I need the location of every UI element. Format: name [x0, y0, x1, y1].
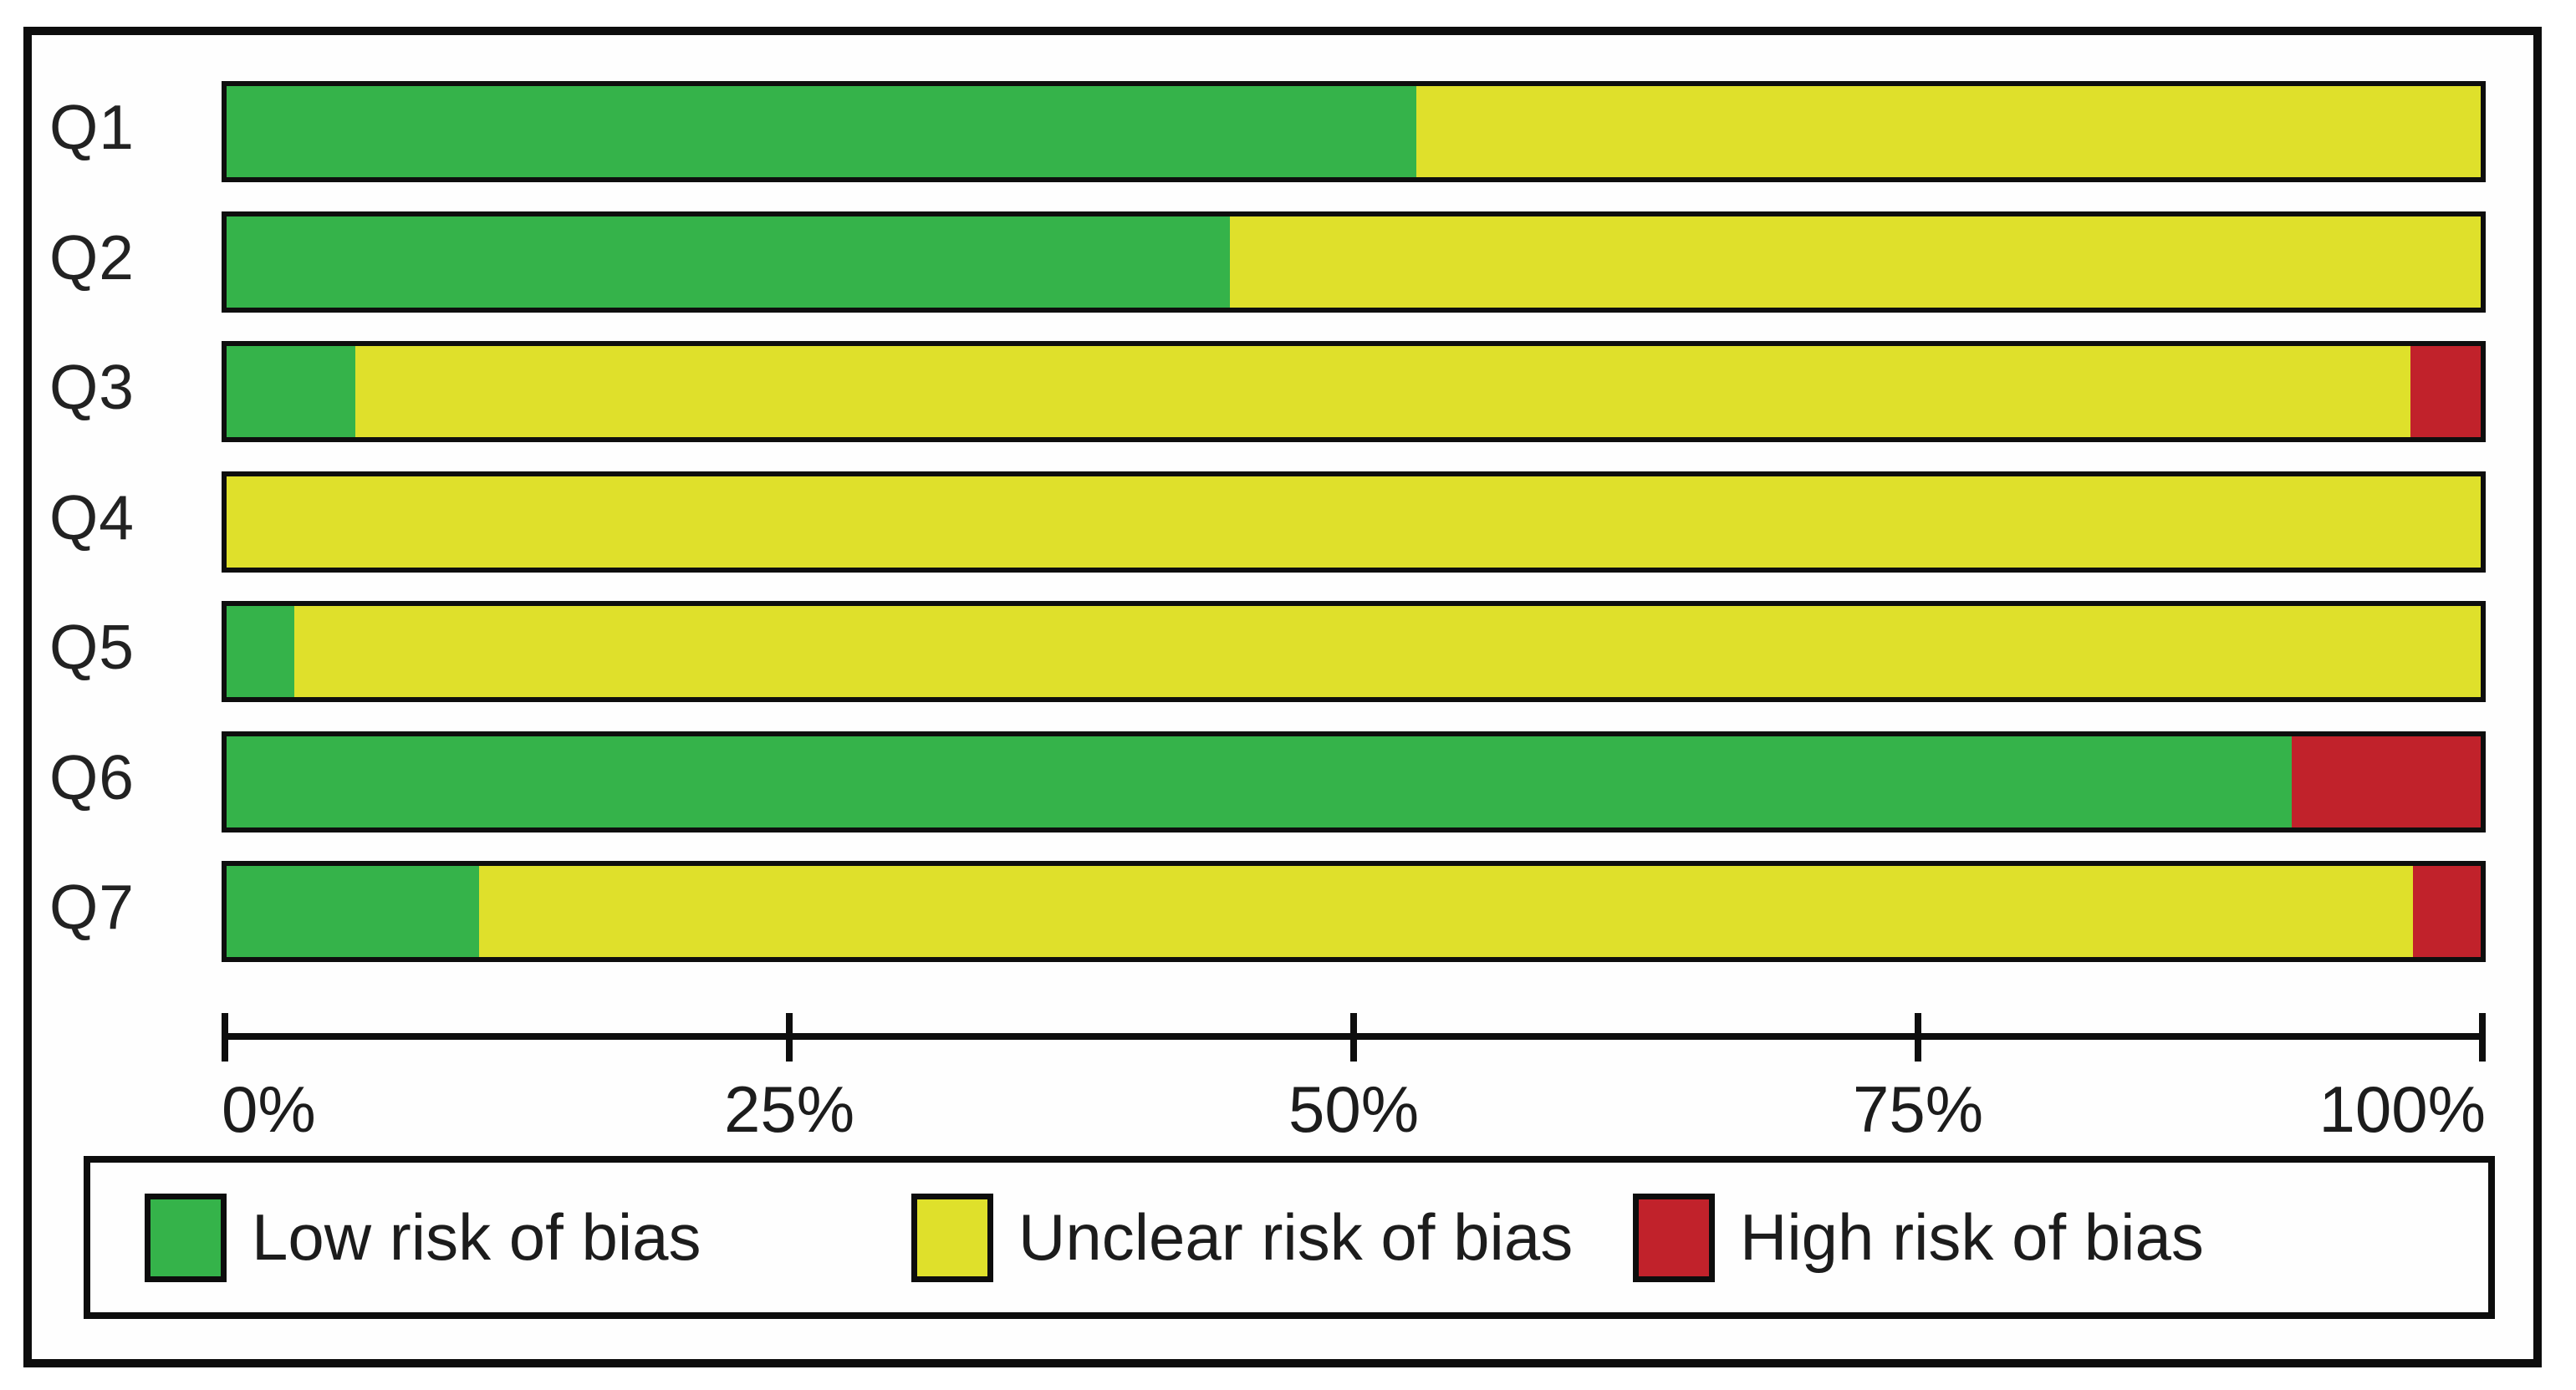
legend-label-low-risk: Low risk of bias — [252, 1200, 701, 1274]
legend-swatch-unclear-risk — [911, 1193, 993, 1282]
bar-segment-q7-high — [2413, 866, 2481, 957]
x-tick-100 — [2479, 1013, 2486, 1062]
bar-segment-q7-low — [227, 866, 479, 957]
legend-label-high-risk: High risk of bias — [1740, 1200, 2204, 1274]
bar-segment-q7-unclear — [478, 866, 2414, 957]
bar-q7 — [222, 861, 2486, 962]
x-tick-50 — [1350, 1013, 1357, 1062]
bar-segment-q2-low — [227, 216, 1230, 308]
bar-label-q7: Q7 — [48, 872, 135, 942]
bar-q2 — [222, 211, 2486, 313]
x-tick-label-25: 25% — [723, 1072, 855, 1146]
bar-q3 — [222, 341, 2486, 442]
bar-segment-q6-high — [2291, 736, 2481, 827]
bar-label-q1: Q1 — [48, 92, 135, 162]
legend-swatch-high-risk — [1633, 1193, 1715, 1282]
bar-segment-q3-unclear — [355, 346, 2411, 437]
bar-segment-q6-low — [227, 736, 2292, 827]
plot-area: Q1 Q2 Q3 Q4 Q5 Q6 Q7 — [32, 35, 2533, 1359]
bar-segment-q3-low — [227, 346, 355, 437]
bar-segment-q1-unclear — [1416, 86, 2481, 177]
x-tick-label-75: 75% — [1852, 1072, 1984, 1146]
bar-label-q3: Q3 — [48, 352, 135, 422]
bar-segment-q2-unclear — [1229, 216, 2481, 308]
legend-label-unclear-risk: Unclear risk of bias — [1018, 1200, 1574, 1274]
x-tick-label-0: 0% — [222, 1072, 316, 1146]
legend-item-high: High risk of bias — [1633, 1193, 2204, 1282]
bar-label-q2: Q2 — [48, 221, 135, 293]
bar-label-q4: Q4 — [48, 481, 135, 552]
bar-segment-q5-low — [227, 606, 294, 697]
x-tick-75 — [1915, 1013, 1921, 1062]
legend-box: Low risk of bias Unclear risk of bias Hi… — [84, 1156, 2495, 1319]
bar-label-q6: Q6 — [48, 741, 135, 812]
x-tick-25 — [786, 1013, 793, 1062]
bar-q4 — [222, 471, 2486, 573]
bar-segment-q4-unclear — [227, 476, 2481, 568]
bar-q5 — [222, 601, 2486, 702]
bar-q6 — [222, 731, 2486, 832]
legend-swatch-low-risk — [145, 1193, 227, 1282]
bar-segment-q1-low — [227, 86, 1417, 177]
bar-label-q5: Q5 — [48, 612, 135, 682]
bar-segment-q5-unclear — [293, 606, 2481, 697]
legend-item-low: Low risk of bias — [145, 1193, 701, 1282]
legend-item-unclear: Unclear risk of bias — [911, 1193, 1574, 1282]
figure-frame: Q1 Q2 Q3 Q4 Q5 Q6 Q7 0% 25% 50% 75% 100% Low risk … — [23, 27, 2542, 1367]
x-tick-label-100: 100% — [2318, 1072, 2487, 1146]
bar-q1 — [222, 81, 2486, 182]
x-tick-0 — [222, 1013, 228, 1062]
x-tick-label-50: 50% — [1288, 1072, 1420, 1146]
bar-segment-q3-high — [2410, 346, 2481, 437]
